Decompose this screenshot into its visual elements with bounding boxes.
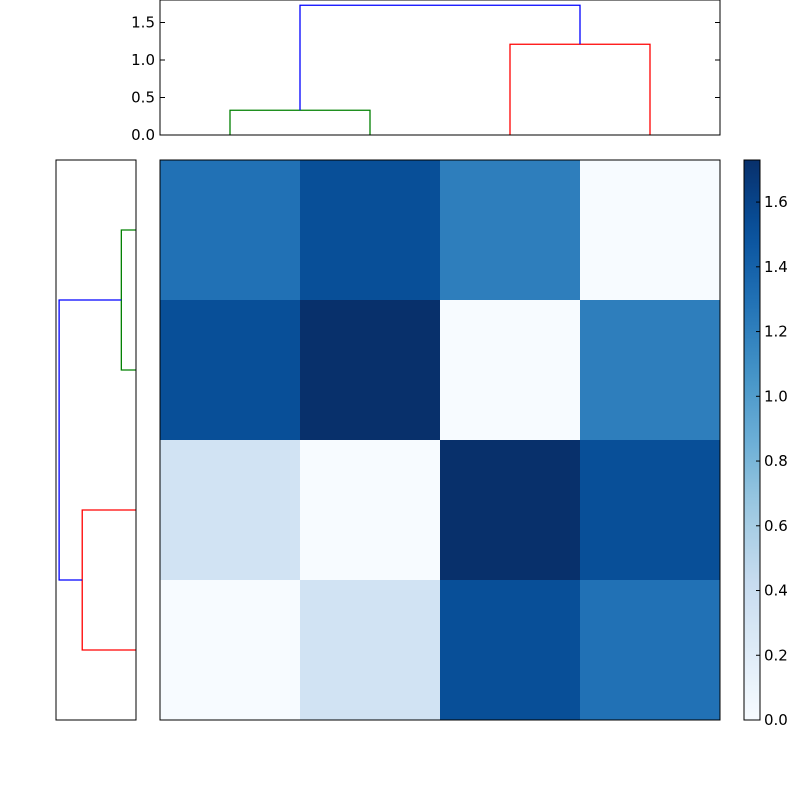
heatmap-cell-1-1 bbox=[300, 300, 441, 441]
heatmap-cell-3-1 bbox=[300, 580, 441, 721]
heatmap-cell-2-1 bbox=[300, 440, 441, 581]
heatmap-cell-0-1 bbox=[300, 160, 441, 301]
dendrogram-link-2 bbox=[58, 299, 122, 581]
heatmap-cell-2-2 bbox=[440, 440, 581, 581]
dendrogram-link-2 bbox=[299, 4, 581, 111]
row-dendrogram bbox=[55, 159, 137, 721]
heatmap bbox=[159, 159, 721, 721]
heatmap-frame bbox=[159, 159, 721, 721]
colorbar-tick-label-7: 1.4 bbox=[764, 258, 788, 276]
heatmap-cell-2-3 bbox=[580, 440, 721, 581]
colorbar-tick-label-2: 0.4 bbox=[764, 582, 788, 600]
heatmap-cell-1-0 bbox=[160, 300, 301, 441]
colorbar-tick-label-6: 1.2 bbox=[764, 323, 788, 341]
y-tick-label-0: 0.0 bbox=[131, 126, 155, 144]
column-dendrogram: 0.0 0.5 1.0 1.5 bbox=[131, 0, 721, 144]
heatmap-cell-3-3 bbox=[580, 580, 721, 721]
y-tick-label-3: 1.5 bbox=[131, 14, 155, 32]
heatmap-cell-0-3 bbox=[580, 160, 721, 301]
heatmap-cell-2-0 bbox=[160, 440, 301, 581]
colorbar-tick-label-1: 0.2 bbox=[764, 646, 788, 664]
dendrogram-link-1 bbox=[81, 509, 136, 651]
dendrogram-link-0 bbox=[229, 109, 371, 135]
heatmap-cell-3-0 bbox=[160, 580, 301, 721]
dendrogram-link-0 bbox=[120, 229, 136, 371]
heatmap-cell-1-2 bbox=[440, 300, 581, 441]
heatmap-cell-3-2 bbox=[440, 580, 581, 721]
colorbar-tick-label-5: 1.0 bbox=[764, 387, 788, 405]
colorbar: 0.0 0.2 0.4 0.6 0.8 1.0 1.2 1.4 1.6 bbox=[743, 159, 788, 729]
dendrogram-link-1 bbox=[509, 43, 651, 135]
colorbar-tick-label-4: 0.8 bbox=[764, 452, 788, 470]
colorbar-frame bbox=[743, 159, 761, 721]
dendrogram-frame bbox=[159, 0, 721, 136]
colorbar-tick-label-3: 0.6 bbox=[764, 517, 788, 535]
dendrogram-frame bbox=[55, 159, 137, 721]
colorbar-tick-label-8: 1.6 bbox=[764, 193, 788, 211]
y-tick-label-1: 0.5 bbox=[131, 89, 155, 107]
heatmap-cell-0-0 bbox=[160, 160, 301, 301]
y-tick-label-2: 1.0 bbox=[131, 51, 155, 69]
heatmap-cell-1-3 bbox=[580, 300, 721, 441]
colorbar-gradient bbox=[744, 160, 760, 720]
heatmap-cell-0-2 bbox=[440, 160, 581, 301]
colorbar-tick-label-0: 0.0 bbox=[764, 711, 788, 729]
